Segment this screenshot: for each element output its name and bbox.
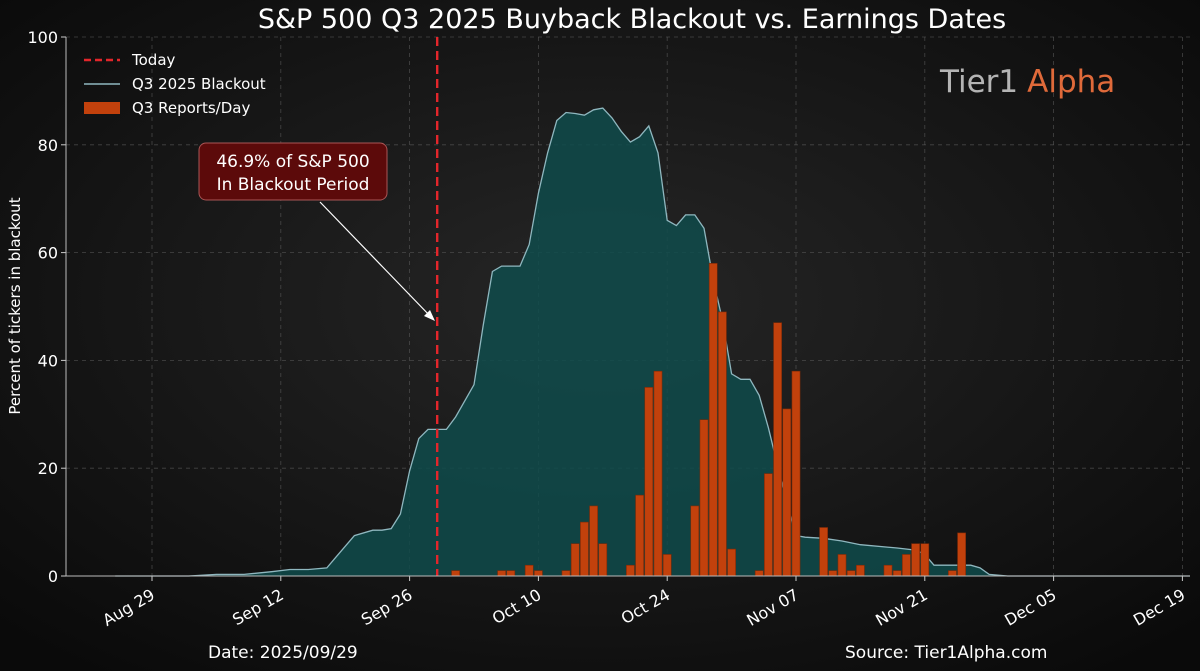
legend-reports-swatch: [84, 102, 120, 114]
report-bar: [524, 564, 534, 577]
y-axis-label: Percent of tickers in blackout: [6, 197, 24, 414]
report-bar: [644, 387, 654, 577]
report-bar: [754, 570, 764, 577]
y-tick-label: 100: [27, 28, 58, 47]
report-bar: [764, 473, 773, 577]
report-bar: [920, 543, 930, 577]
footer-date: Date: 2025/09/29: [208, 643, 358, 663]
report-bar: [957, 532, 966, 577]
y-tick-label: 40: [38, 351, 58, 370]
report-bar: [534, 570, 543, 577]
report-bar: [708, 263, 718, 577]
brand-logo: Tier1 Alpha: [939, 64, 1115, 100]
report-bar: [883, 564, 893, 577]
report-bar: [598, 543, 608, 577]
annotation-arrow-head: [424, 310, 435, 321]
annotation: 46.9% of S&P 500 In Blackout Period: [198, 142, 435, 321]
report-bar: [561, 570, 571, 577]
report-bar: [451, 570, 460, 577]
report-bar: [662, 554, 672, 577]
report-bar: [718, 311, 727, 577]
report-bar: [727, 548, 736, 577]
legend-blackout-label: Q3 2025 Blackout: [132, 75, 266, 93]
report-bar: [892, 570, 902, 577]
y-tick-label: 60: [38, 244, 58, 263]
report-bar: [782, 408, 792, 577]
report-bar: [570, 543, 580, 577]
report-bar: [690, 505, 700, 577]
annotation-line-1: 46.9% of S&P 500: [216, 152, 369, 172]
report-bar: [791, 370, 801, 577]
report-bar: [911, 543, 920, 577]
report-bar: [948, 570, 957, 577]
annotation-box: [198, 142, 388, 201]
report-bar: [653, 370, 663, 577]
legend: Today Q3 2025 Blackout Q3 Reports/Day: [84, 51, 266, 117]
brand-part1: Tier1: [939, 64, 1018, 100]
y-tick-label: 0: [48, 567, 58, 586]
report-bar: [902, 554, 911, 577]
report-bar: [506, 570, 516, 577]
blackout-area-fill: [115, 108, 1191, 576]
report-bar: [773, 322, 782, 577]
annotation-arrow-line: [319, 201, 433, 319]
annotation-line-2: In Blackout Period: [217, 175, 370, 195]
legend-today-label: Today: [131, 51, 176, 69]
report-bar: [846, 570, 856, 577]
report-bar: [580, 521, 589, 577]
legend-reports-label: Q3 Reports/Day: [132, 99, 250, 117]
blackout-area-layer: [115, 107, 1191, 577]
report-bar: [497, 570, 506, 577]
axes: [61, 36, 1190, 581]
report-bar: [589, 505, 598, 577]
report-bar: [856, 564, 865, 577]
chart-title: S&P 500 Q3 2025 Buyback Blackout vs. Ear…: [258, 4, 1006, 35]
report-bar: [626, 564, 635, 577]
footer-source: Source: Tier1Alpha.com: [845, 643, 1047, 663]
brand-part2: Alpha: [1027, 64, 1115, 100]
report-bar: [837, 554, 847, 577]
blackout-line: [115, 107, 1190, 577]
y-tick-label: 80: [38, 136, 58, 155]
report-bar: [828, 570, 838, 577]
report-bar: [635, 494, 644, 577]
y-tick-label: 20: [38, 459, 58, 478]
report-bar: [819, 527, 828, 577]
report-bar: [699, 419, 709, 577]
